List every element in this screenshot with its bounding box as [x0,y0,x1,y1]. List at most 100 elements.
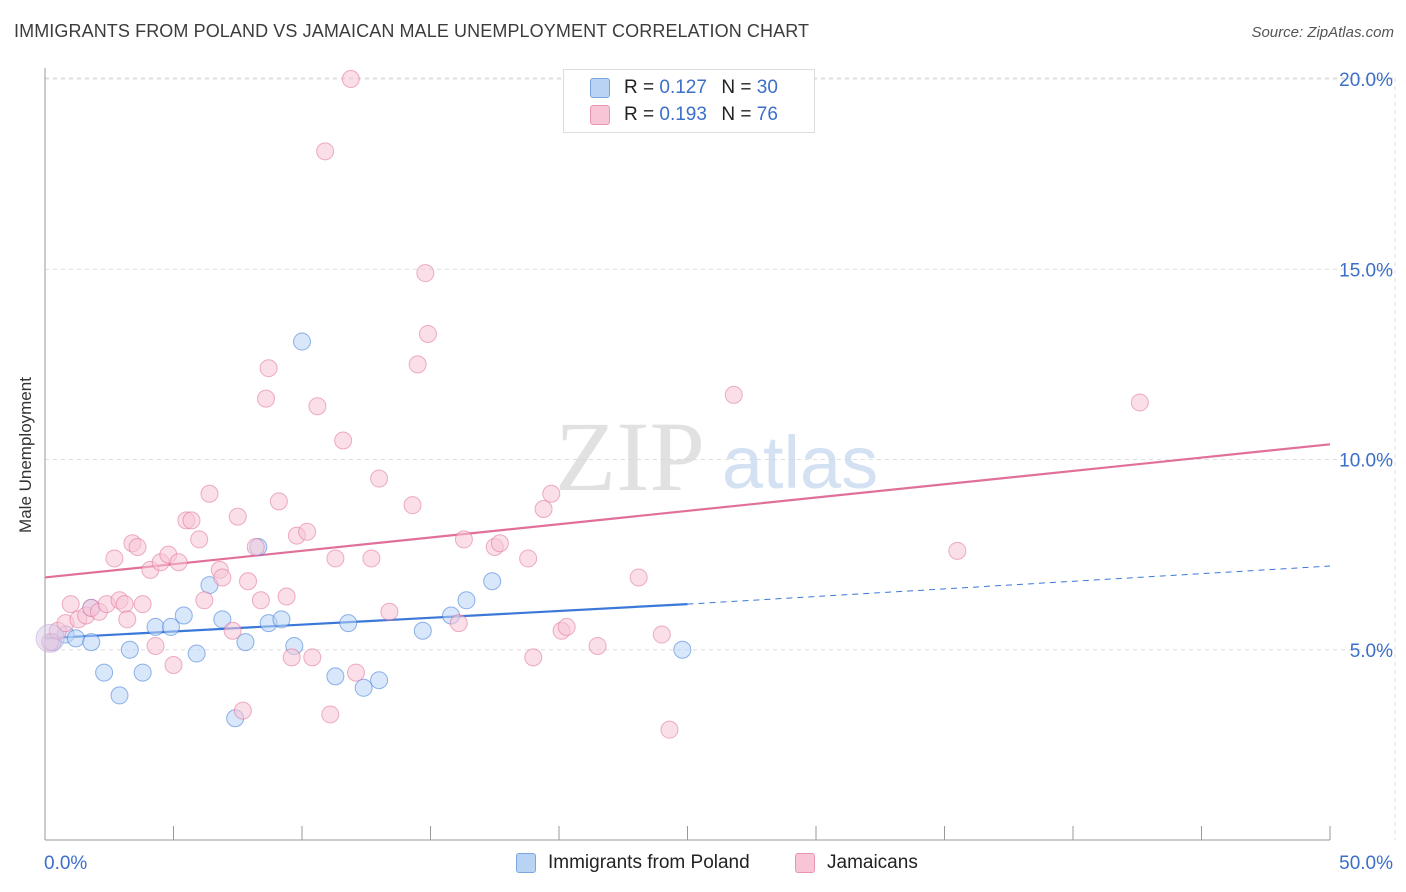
jamaican-point [948,541,967,560]
jamaican-point [133,595,152,614]
jamaican-point [115,595,134,614]
watermark-zip: ZIP [555,401,705,512]
jamaican-point [239,572,258,591]
jamaican-point [316,142,335,161]
jamaican-point [61,595,80,614]
jamaican-point [1130,393,1149,412]
jamaican-point [660,720,679,739]
poland-point [187,644,206,663]
legend-n-label: N = [721,77,752,98]
jamaican-point [629,568,648,587]
poland-point [354,678,373,697]
jamaican-point [233,701,252,720]
jamaican-point [588,636,607,655]
legend-r-label: R = [624,77,655,98]
source-label: Source: ZipAtlas.com [1251,24,1394,41]
jamaican-point [169,553,188,572]
y-tick-label: 10.0% [1339,451,1393,472]
bottom-legend-label-poland: Immigrants from Poland [548,852,750,873]
jamaican-point [303,648,322,667]
poland-point [370,671,389,690]
jamaican-point [200,484,219,503]
jamaican-point [362,549,381,568]
jamaican-point [334,431,353,450]
jamaican-point [370,469,389,488]
jamaican-point [534,499,553,518]
poland-point [236,633,255,652]
legend-n-value-jamaicans: 76 [756,104,778,125]
bottom-legend-swatch-poland [516,853,536,873]
poland-point [110,686,129,705]
jamaican-point [257,389,276,408]
jamaican-point [519,549,538,568]
bottom-legend-poland[interactable]: Immigrants from Poland [516,852,750,874]
chart-title: IMMIGRANTS FROM POLAND VS JAMAICAN MALE … [14,21,810,41]
jamaican-point [298,522,317,541]
legend-r-value-poland: 0.127 [659,77,707,98]
bottom-legend-jamaicans[interactable]: Jamaicans [795,852,918,874]
jamaican-point [269,492,288,511]
poland-point [413,621,432,640]
jamaican-point [380,602,399,621]
data-points [35,70,1149,739]
legend-swatch-jamaicans [590,105,610,125]
poland-point [293,332,311,351]
poland-point [66,629,85,648]
jamaican-point [195,591,214,610]
jamaican-point [190,530,209,549]
legend-row-jamaicans: R = 0.193 N = 76 [590,103,778,127]
jamaican-point [403,496,422,515]
correlation-legend: R = 0.127 N = 30 R = 0.193 N = 76 [563,69,815,133]
jamaican-point [449,614,468,633]
jamaican-point [408,355,427,374]
jamaican-point [557,617,576,636]
jamaican-point [128,538,147,557]
jamaican-point [223,621,242,640]
jamaican-point [341,70,360,89]
tick-labels: 5.0% 10.0% 15.0% 20.0% 0.0% 50.0% [44,70,1393,874]
axes [44,68,1331,841]
jamaican-point [164,655,183,674]
jamaican-point [724,385,743,404]
poland-point [483,572,502,591]
jamaican-point [182,511,201,530]
jamaican-point [418,324,437,343]
poland-point [457,591,476,610]
jamaican-point [416,264,435,283]
legend-row-poland: R = 0.127 N = 30 [590,76,778,100]
legend-swatch-poland [590,78,610,98]
bottom-legend-label-jamaicans: Jamaicans [827,852,918,873]
poland-trend-extension [687,565,1331,605]
jamaican-point [105,549,124,568]
jamaican-point [228,507,247,526]
overlap-point [35,623,65,653]
y-tick-label: 15.0% [1339,260,1393,281]
jamaican-point [308,397,327,416]
jamaican-point [321,705,340,724]
poland-point [339,614,358,633]
jamaican-point [346,663,365,682]
poland-point [326,667,345,686]
poland-point [161,617,180,636]
poland-point [146,617,165,636]
jamaican-point [326,549,345,568]
jamaican-point [652,625,671,644]
watermark-atlas: atlas [722,421,878,504]
jamaican-point [246,538,265,557]
poland-point [174,606,193,625]
bottom-legend-swatch-jamaicans [795,853,815,873]
y-tick-label: 20.0% [1339,70,1393,91]
legend-r-label: R = [624,104,655,125]
legend-n-value-poland: 30 [756,77,778,98]
y-tick-label: 5.0% [1350,641,1393,662]
jamaican-point [146,636,165,655]
y-axis-label: Male Unemployment [16,377,35,533]
jamaican-point [542,484,561,503]
jamaican-point [259,359,278,378]
poland-point [82,633,101,652]
jamaican-point [454,530,473,549]
jamaican-point [524,648,543,667]
legend-r-value-jamaicans: 0.193 [659,104,707,125]
jamaican-point [490,534,509,553]
